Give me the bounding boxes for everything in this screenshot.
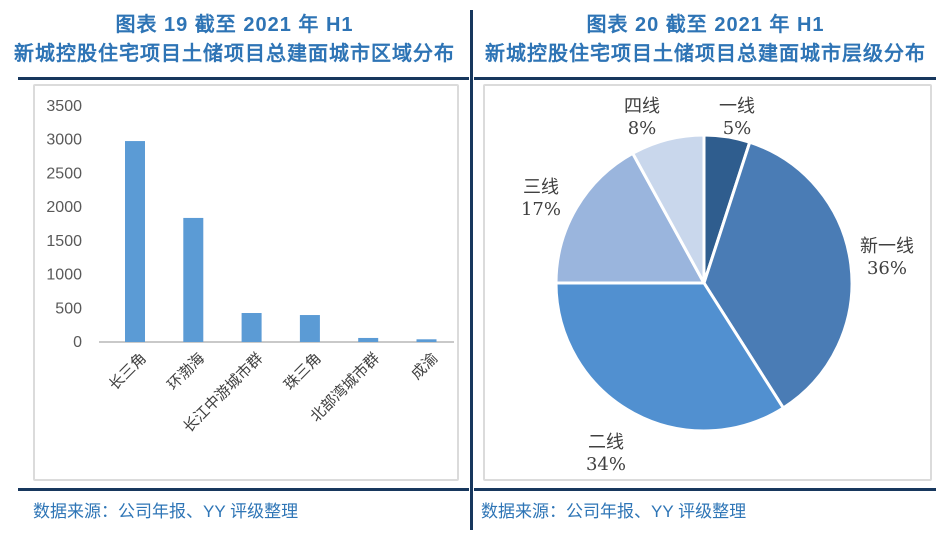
svg-text:长三角: 长三角 <box>105 349 150 394</box>
svg-text:500: 500 <box>55 300 82 317</box>
svg-text:二线: 二线 <box>588 432 624 453</box>
svg-text:成渝: 成渝 <box>407 349 441 383</box>
panel-divider-line <box>470 10 473 530</box>
figure-20-caption: 图表 20 截至 2021 年 H1 <box>586 14 825 36</box>
bar-chart-frame: 0 500 1000 1500 2000 2500 3000 3500 长三角 环渤海 长江中游城市… <box>33 84 459 481</box>
svg-text:一线: 一线 <box>719 96 755 117</box>
svg-text:17%: 17% <box>521 199 561 220</box>
svg-text:1500: 1500 <box>46 233 82 250</box>
svg-text:1000: 1000 <box>46 267 82 284</box>
figure-19-footer-rule <box>18 488 469 491</box>
svg-text:四线: 四线 <box>624 96 660 117</box>
figure-20-footer-rule <box>474 488 936 491</box>
svg-text:34%: 34% <box>586 454 626 475</box>
figure-20-panel: 图表 20 截至 2021 年 H1 新城控股住宅项目土储项目总建面城市层级分布… <box>473 0 938 538</box>
figure-20-title-rule <box>474 77 936 80</box>
svg-text:新一线: 新一线 <box>860 236 914 257</box>
figure-20-title: 图表 20 截至 2021 年 H1 新城控股住宅项目土储项目总建面城市层级分布 <box>473 0 938 69</box>
figure-19-subtitle: 新城控股住宅项目土储项目总建面城市区域分布 <box>14 43 455 65</box>
pie-chart-frame: 一线 5% 新一线 36% 二线 34% 三线 17% 四线 8% <box>483 84 932 481</box>
svg-text:珠三角: 珠三角 <box>280 349 325 394</box>
figure-20-subtitle: 新城控股住宅项目土储项目总建面城市层级分布 <box>485 43 926 65</box>
figure-19-caption: 图表 19 截至 2021 年 H1 <box>115 14 354 36</box>
svg-text:2500: 2500 <box>46 165 82 182</box>
figure-19-source-note: 数据来源：公司年报、YY 评级整理 <box>33 502 299 521</box>
figure-19-title: 图表 19 截至 2021 年 H1 新城控股住宅项目土储项目总建面城市区域分布 <box>0 0 469 69</box>
figure-19-panel: 图表 19 截至 2021 年 H1 新城控股住宅项目土储项目总建面城市区域分布… <box>0 0 469 521</box>
svg-text:8%: 8% <box>628 118 657 139</box>
svg-text:3500: 3500 <box>46 98 82 115</box>
svg-text:36%: 36% <box>867 258 907 279</box>
svg-text:5%: 5% <box>723 118 752 139</box>
svg-text:三线: 三线 <box>523 177 559 198</box>
svg-text:0: 0 <box>73 334 82 351</box>
svg-text:2000: 2000 <box>46 199 82 216</box>
figure-20-source-note: 数据来源：公司年报、YY 评级整理 <box>481 502 747 521</box>
svg-text:环渤海: 环渤海 <box>164 349 209 394</box>
figure-19-title-rule <box>18 77 469 80</box>
svg-text:3000: 3000 <box>46 132 82 149</box>
